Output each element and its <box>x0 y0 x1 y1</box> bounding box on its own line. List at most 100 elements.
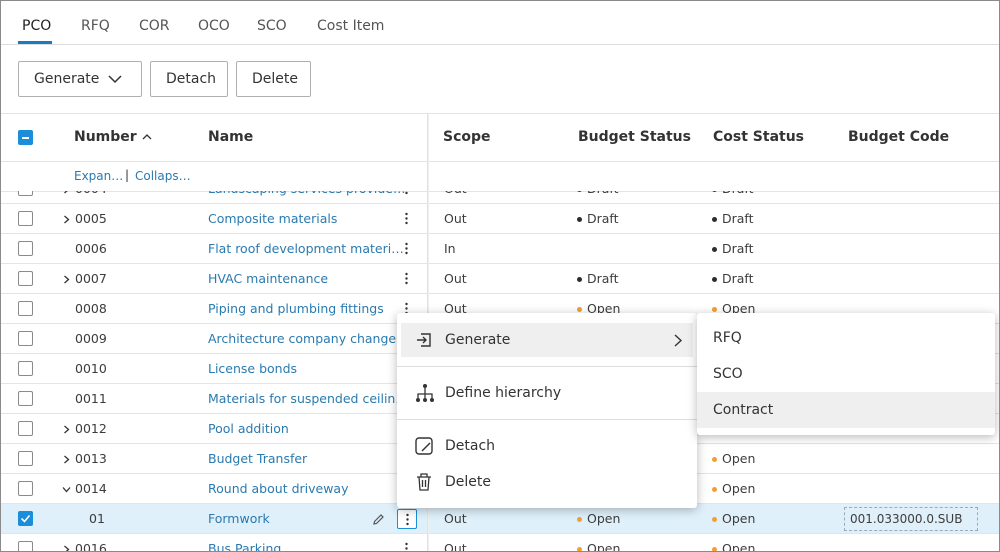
generate-button[interactable]: Generate <box>18 61 142 97</box>
status-dot <box>577 307 582 312</box>
menu-item-detach[interactable]: Detach <box>397 429 697 463</box>
submenu-item[interactable]: Contract <box>697 392 995 428</box>
row-budget-status: Draft <box>587 211 619 226</box>
header-cost-status[interactable]: Cost Status <box>713 129 805 145</box>
submenu-item[interactable]: SCO <box>697 356 995 392</box>
row-checkbox[interactable] <box>18 511 33 526</box>
row-number: 0014 <box>75 481 107 496</box>
menu-item-delete[interactable]: Delete <box>397 465 697 499</box>
table-row[interactable]: 0016 Bus Parking Out Open Open <box>1 534 999 552</box>
tab[interactable]: PCO <box>22 18 52 34</box>
kebab-icon <box>405 242 408 255</box>
row-actions-button[interactable] <box>397 509 417 529</box>
header-scope[interactable]: Scope <box>443 129 491 145</box>
row-name[interactable]: Landscaping services provide… <box>208 191 405 204</box>
row-name[interactable]: HVAC maintenance <box>208 271 329 286</box>
submenu-arrow <box>674 334 683 347</box>
row-number: 0010 <box>75 361 107 376</box>
row-checkbox[interactable] <box>18 191 33 196</box>
tab[interactable]: COR <box>139 18 170 34</box>
row-scope: Out <box>444 541 467 552</box>
table-row[interactable]: 0011 Materials for suspended ceilin… <box>1 384 999 414</box>
row-checkbox[interactable] <box>18 451 33 466</box>
row-number: 01 <box>89 511 105 526</box>
table-row[interactable]: 0004 Landscaping services provide… Out Draf… <box>1 191 999 204</box>
row-name[interactable]: Composite materials <box>208 211 338 226</box>
row-checkbox[interactable] <box>18 331 33 346</box>
row-actions-button[interactable] <box>397 191 417 199</box>
row-checkbox[interactable] <box>18 361 33 376</box>
table-row[interactable]: 0005 Composite materials Out Draft Draft <box>1 204 999 234</box>
table-row[interactable]: 0006 Flat roof development materi… In Draft <box>1 234 999 264</box>
expand-all-link[interactable]: Expan… <box>74 169 124 183</box>
row-number: 0009 <box>75 331 107 346</box>
status-dot <box>712 217 717 222</box>
dropdown-icon <box>108 75 122 84</box>
status-dot <box>712 487 717 492</box>
row-name[interactable]: Budget Transfer <box>208 451 308 466</box>
row-name[interactable]: Pool addition <box>208 421 289 436</box>
submenu-item[interactable]: RFQ <box>697 320 995 356</box>
header-budget-status[interactable]: Budget Status <box>578 129 691 145</box>
expand-toggle <box>64 215 70 224</box>
row-budget-status: Draft <box>587 191 619 204</box>
expand-toggle <box>64 425 70 434</box>
row-name[interactable]: Architecture company change <box>208 331 397 346</box>
row-number: 0007 <box>75 271 107 286</box>
row-name[interactable]: Materials for suspended ceilin… <box>208 391 408 406</box>
row-checkbox[interactable] <box>18 211 33 226</box>
header-budget-code[interactable]: Budget Code <box>848 129 950 145</box>
select-all-checkbox[interactable] <box>18 130 33 145</box>
status-dot <box>712 277 717 282</box>
edit-icon <box>373 514 384 525</box>
table-row[interactable]: 0007 HVAC maintenance Out Draft Draft <box>1 264 999 294</box>
tab[interactable]: Cost Item <box>317 18 385 34</box>
row-cost-status: Open <box>722 481 756 496</box>
row-checkbox[interactable] <box>18 301 33 316</box>
row-scope: Out <box>444 301 467 316</box>
row-cost-status: Open <box>722 541 756 552</box>
detach-button[interactable]: Detach <box>150 61 228 97</box>
tab[interactable]: OCO <box>198 18 230 34</box>
row-checkbox[interactable] <box>18 481 33 496</box>
row-name[interactable]: License bonds <box>208 361 298 376</box>
row-checkbox[interactable] <box>18 421 33 436</box>
link-separator: | <box>125 168 130 182</box>
row-checkbox[interactable] <box>18 241 33 256</box>
delete-button[interactable]: Delete <box>236 61 311 97</box>
row-checkbox[interactable] <box>18 391 33 406</box>
row-actions-button[interactable] <box>397 269 417 289</box>
row-scope: Out <box>444 271 467 286</box>
row-name[interactable]: Piping and plumbing fittings <box>208 301 384 316</box>
expand-toggle <box>64 191 68 194</box>
collapse-all-link[interactable]: Collaps… <box>135 169 191 183</box>
header-number[interactable]: Number <box>74 129 152 145</box>
row-number: 0016 <box>75 541 107 552</box>
menu-divider <box>397 419 697 420</box>
button-label: Generate <box>34 71 100 87</box>
row-name[interactable]: Flat roof development materi… <box>208 241 404 256</box>
row-checkbox[interactable] <box>18 271 33 286</box>
row-budget-code[interactable]: 001.033000.0.SUB <box>844 507 978 531</box>
status-dot <box>712 307 717 312</box>
row-name[interactable]: Formwork <box>208 511 270 526</box>
tab[interactable]: RFQ <box>81 18 110 34</box>
row-actions-button[interactable] <box>397 539 417 551</box>
row-name[interactable]: Bus Parking <box>208 541 282 552</box>
table-row[interactable]: 01 Formwork Out Open Open 001.033000.0.SUB <box>1 504 999 534</box>
header-name[interactable]: Name <box>208 129 254 145</box>
tab[interactable]: SCO <box>257 18 287 34</box>
row-checkbox[interactable] <box>18 541 33 551</box>
row-budget-status: Open <box>587 511 621 526</box>
row-actions-button[interactable] <box>397 239 417 259</box>
status-dot <box>712 547 717 551</box>
menu-item-generate[interactable]: Generate <box>401 323 693 357</box>
status-dot <box>712 517 717 522</box>
menu-item-define-hierarchy[interactable]: Define hierarchy <box>397 376 697 410</box>
row-name[interactable]: Round about driveway <box>208 481 349 496</box>
row-actions-button[interactable] <box>397 209 417 229</box>
row-budget-status: Open <box>587 541 621 552</box>
check-icon <box>20 514 31 523</box>
row-budget-status: Draft <box>587 271 619 286</box>
